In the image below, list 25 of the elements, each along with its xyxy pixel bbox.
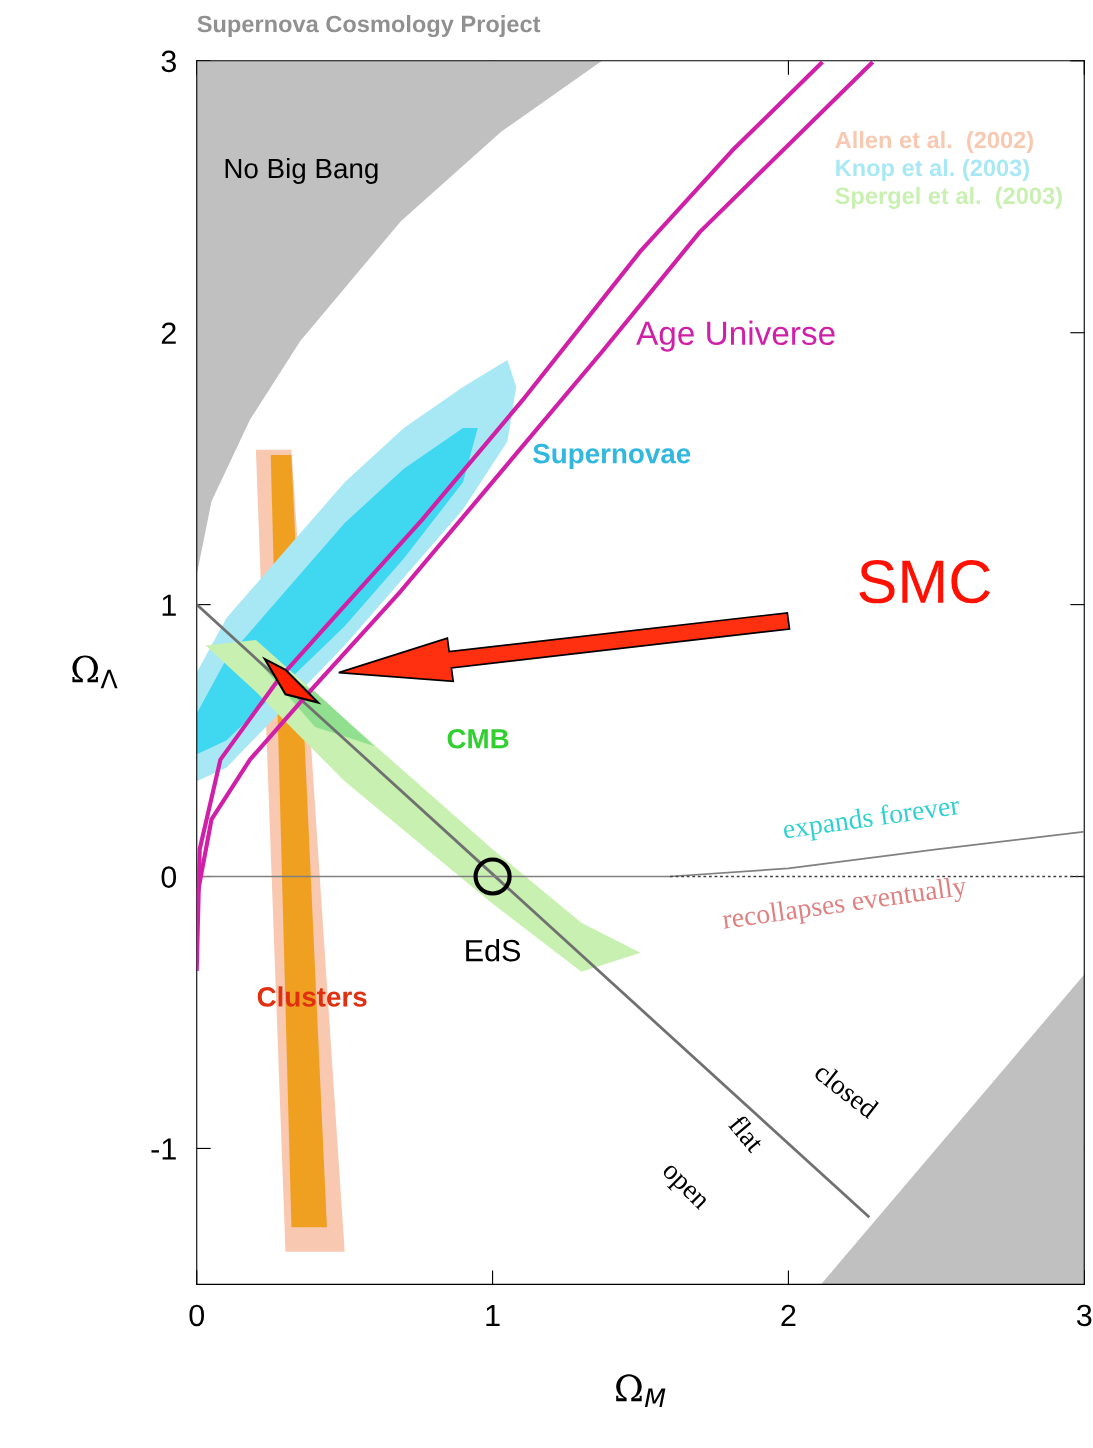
annotation: Age Universe: [636, 320, 835, 352]
y-tick-label: 0: [161, 866, 177, 888]
text: Spergel et al. (2003): [835, 186, 1062, 209]
annotation: SMC: [859, 560, 991, 604]
y-tick-label: -1: [151, 1138, 176, 1160]
annotation: open: [657, 1163, 709, 1215]
annotation: recollapses eventually: [721, 875, 969, 935]
y-tick-label: 1: [162, 594, 176, 616]
y-axis-title: Ω$_{Λ}$: [72, 655, 118, 689]
annotation: No Big Bang: [225, 157, 378, 184]
x-tick-label: 2: [781, 1304, 796, 1326]
x-tick-label: 3: [1076, 1304, 1092, 1327]
text: Allen et al. (2002): [835, 131, 1033, 154]
annotation: flat: [727, 1113, 766, 1154]
y-tick-label: 3: [161, 50, 176, 73]
x-axis-title: Ω$_{M}$: [616, 1374, 666, 1408]
annotation: CMB: [447, 728, 509, 749]
text: Knop et al. (2003): [836, 158, 1029, 181]
x-tick-label: 1: [486, 1304, 500, 1326]
annotation: Supernovae: [533, 443, 691, 469]
x-tick-label: 0: [189, 1304, 205, 1327]
annotation: expands forever: [782, 794, 961, 845]
y-tick-label: 2: [161, 322, 176, 344]
chart-title: Supernova Cosmology Project: [197, 15, 541, 38]
annotation: EdS: [466, 939, 521, 962]
